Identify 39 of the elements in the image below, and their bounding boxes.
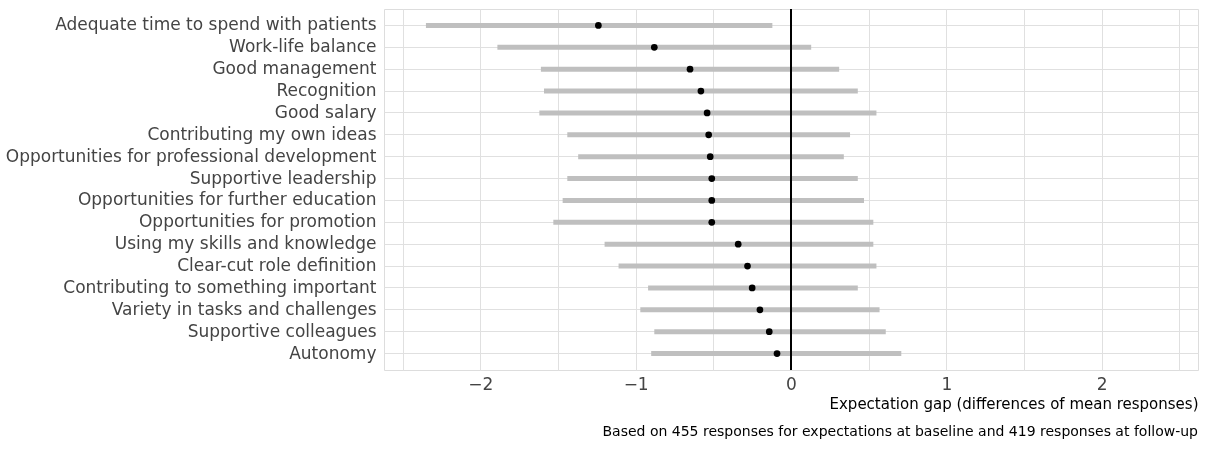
point	[708, 175, 716, 182]
x-tick-label: −1	[623, 373, 649, 394]
point	[748, 284, 756, 292]
point	[708, 218, 716, 226]
x-axis-title: Expectation gap (differences of mean responses)	[829, 394, 1199, 413]
x-tick-label: −2	[468, 373, 494, 394]
point	[686, 65, 694, 73]
x-tick-label: 2	[1096, 373, 1108, 394]
point	[706, 153, 714, 161]
point	[708, 197, 716, 204]
point	[703, 109, 711, 117]
y-tick-label: Autonomy	[289, 342, 377, 363]
y-tick-label: Good management	[212, 58, 377, 79]
point	[756, 306, 764, 314]
point	[595, 22, 602, 29]
y-tick-label: Contributing to something important	[63, 276, 377, 297]
y-tick-label: Opportunities for promotion	[138, 211, 377, 232]
y-tick-label: Recognition	[276, 80, 377, 101]
y-tick-label: Good salary	[274, 101, 377, 122]
x-tick-label: 0	[786, 373, 797, 394]
x-tick-label: 1	[941, 373, 953, 394]
y-tick-label: Opportunities for further education	[77, 189, 377, 210]
y-tick-label: Contributing my own ideas	[147, 123, 377, 144]
point	[765, 328, 773, 336]
point	[773, 350, 781, 357]
point	[697, 87, 705, 95]
point	[734, 240, 742, 248]
y-tick-label: Clear-cut role definition	[177, 255, 377, 276]
y-tick-label: Opportunities for professional development	[5, 145, 377, 166]
y-tick-label: Supportive leadership	[189, 167, 377, 188]
y-tick-label: Variety in tasks and challenges	[111, 298, 377, 319]
point	[705, 131, 713, 139]
y-tick-label: Using my skills and knowledge	[114, 233, 377, 254]
point	[744, 262, 751, 270]
y-tick-label: Supportive colleagues	[187, 320, 377, 341]
y-tick-label: Work-life balance	[229, 36, 377, 57]
y-tick-label: Adequate time to spend with patients	[55, 14, 377, 35]
text: Based on 455 responses for expectations at baseline and 419 responses at follow-up	[602, 423, 1199, 439]
point	[650, 43, 658, 51]
